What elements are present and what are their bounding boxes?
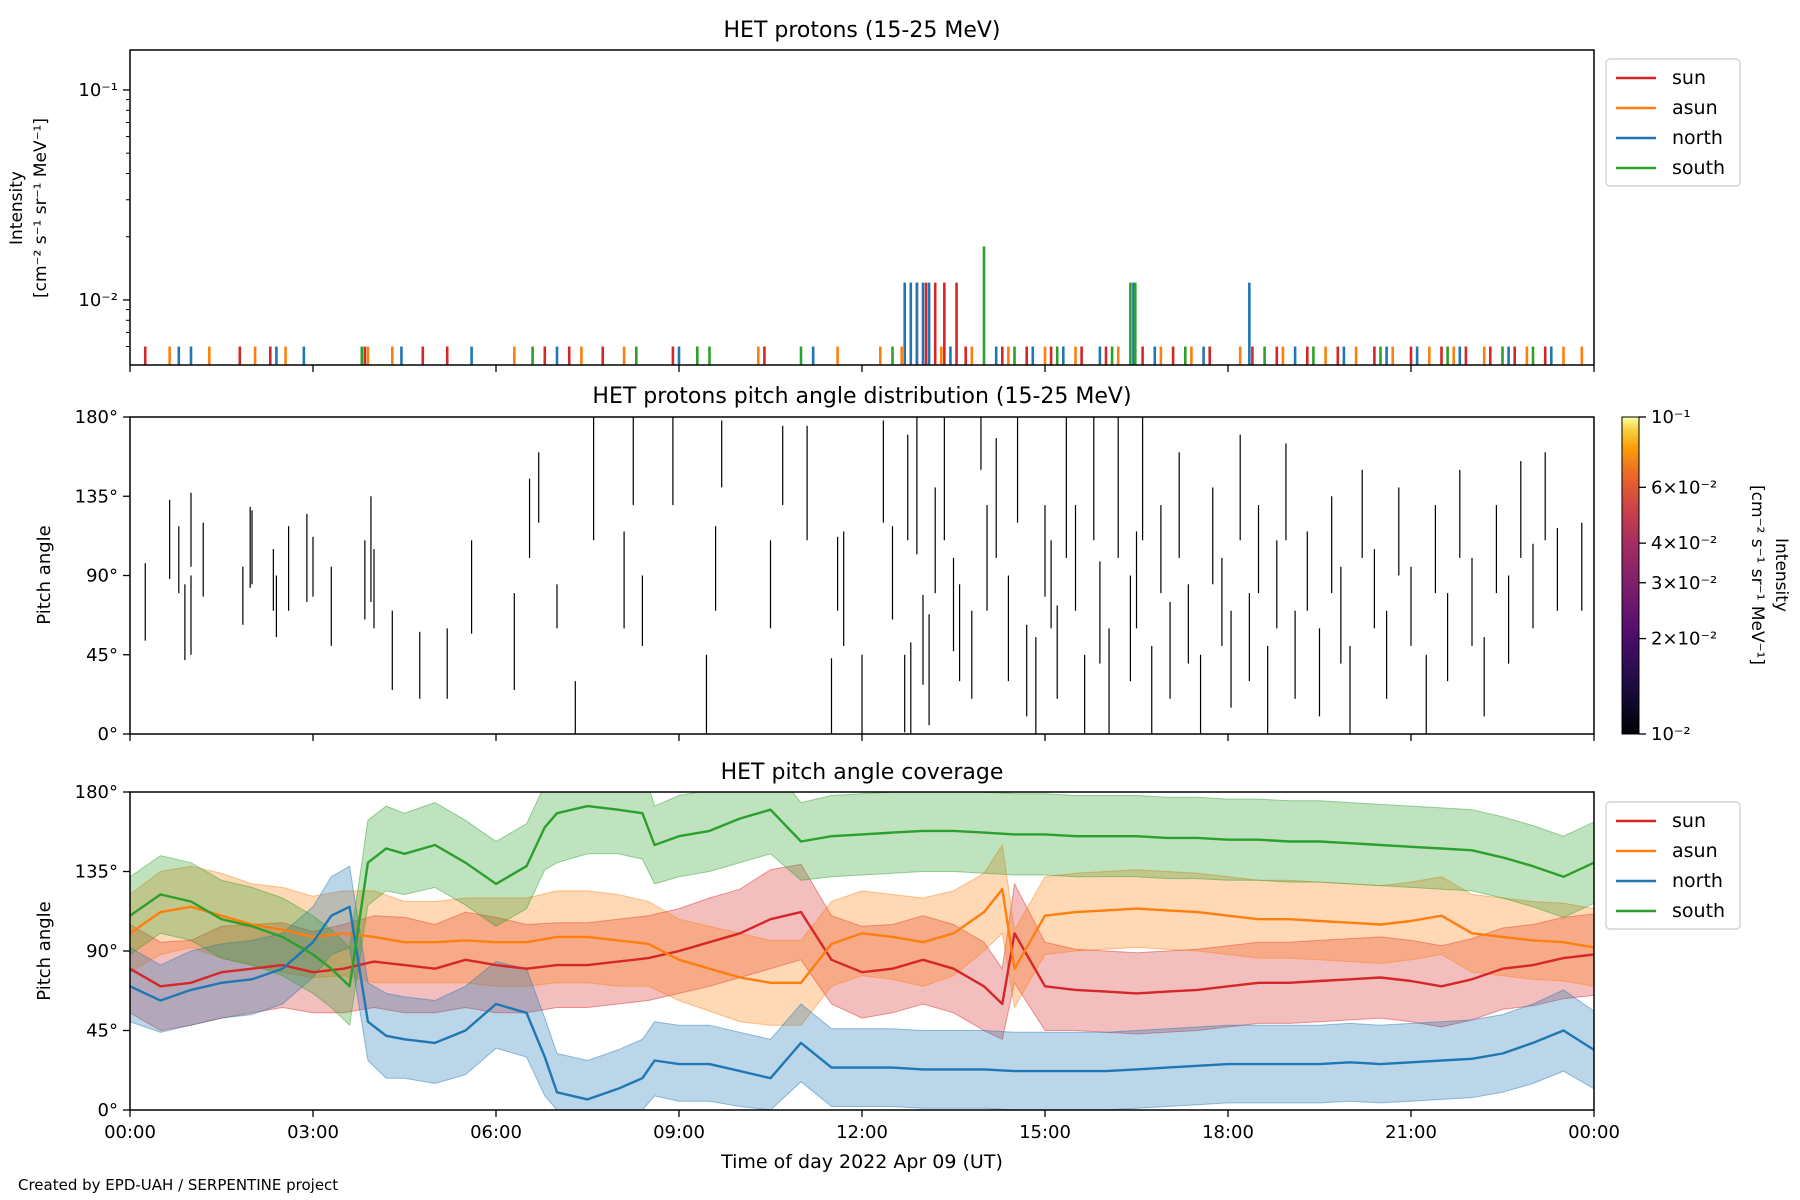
legend-label-south: south [1672, 900, 1725, 922]
coverage-xlabel: Time of day 2022 Apr 09 (UT) [720, 1151, 1003, 1173]
series-north [177, 282, 1553, 365]
series-sun [143, 282, 1547, 365]
coverage-title: HET pitch angle coverage [721, 760, 1004, 785]
y-tick-label: 180° [75, 782, 118, 803]
x-tick-label: 00:00 [104, 1122, 156, 1143]
legend-box [1605, 58, 1741, 187]
coverage-bands [130, 792, 1594, 1110]
colorbar [1621, 416, 1640, 735]
pad-ylabel: Pitch angle [34, 525, 55, 624]
x-tick-label: 15:00 [1019, 1122, 1071, 1143]
pad-xticks [129, 734, 1595, 741]
pad-marks [144, 417, 1583, 734]
intensity-yticks: 10⁻² 10⁻¹ [78, 80, 130, 348]
coverage-yticks: 0° 45° 90° 135° 180° [75, 782, 130, 1121]
series-asun [168, 346, 1584, 365]
north-line [130, 905, 1594, 1101]
x-tick-label: 03:00 [287, 1122, 339, 1143]
south-band [130, 792, 1594, 1027]
pad-title: HET protons pitch angle distribution (15… [592, 384, 1131, 409]
intensity-axes-frame [129, 49, 1595, 366]
x-tick-label: 09:00 [653, 1122, 705, 1143]
y-tick-label: 135° [75, 862, 118, 883]
y-tick-label: 135° [75, 486, 118, 507]
intensity-ylabel-line2: [cm⁻² s⁻¹ sr⁻¹ MeV⁻¹] [31, 118, 51, 298]
legend-label-sun: sun [1672, 810, 1706, 832]
coverage-ylabel: Pitch angle [34, 901, 55, 1000]
colorbar-tick-label: 6×10⁻² [1651, 477, 1717, 498]
colorbar-tick-label: 2×10⁻² [1651, 629, 1717, 650]
y-tick-label: 10⁻¹ [78, 80, 118, 101]
colorbar-tick-label: 10⁻² [1651, 724, 1691, 745]
intensity-ylabel-line1: Intensity [7, 171, 27, 245]
intensity-marks [143, 246, 1584, 365]
asun-line [130, 888, 1594, 984]
x-tick-label: 18:00 [1202, 1122, 1254, 1143]
intensity-panel: HET protons (15-25 MeV) 10⁻² 10⁻¹ Intensi… [7, 18, 1741, 372]
asun-band [130, 843, 1594, 1026]
y-tick-label: 45° [86, 1021, 118, 1042]
colorbar-label-line2: [cm⁻² s⁻¹ sr⁻¹ MeV⁻¹] [1747, 485, 1767, 665]
coverage-lines [130, 804, 1594, 1101]
south-line [130, 804, 1594, 988]
coverage-xticks: 00:00 03:00 06:00 09:00 12:00 15:00 18:00 21:00… [104, 1110, 1620, 1143]
pad-yticks: 0° 45° 90° 135° 180° [75, 407, 130, 745]
footer-credit: Created by EPD-UAH / SERPENTINE project [18, 1176, 338, 1194]
colorbar-tick-label: 10⁻¹ [1651, 407, 1691, 428]
north-band [130, 865, 1594, 1110]
legend-label-asun: asun [1672, 840, 1718, 862]
x-tick-label: 21:00 [1385, 1122, 1437, 1143]
y-tick-label: 90° [86, 941, 118, 962]
x-tick-label: 06:00 [470, 1122, 522, 1143]
y-tick-label: 45° [86, 645, 118, 666]
y-tick-label: 180° [75, 407, 118, 428]
y-tick-label: 0° [98, 1100, 118, 1121]
y-tick-label: 0° [98, 724, 118, 745]
intensity-legend: sun asun north south [1605, 58, 1741, 187]
sun-band [130, 863, 1594, 1041]
colorbar-ticks: 10⁻² 2×10⁻² 3×10⁻² 4×10⁻² 6×10⁻² 10⁻¹ [1639, 407, 1717, 745]
legend-label-asun: asun [1672, 97, 1718, 119]
y-tick-label: 90° [86, 566, 118, 587]
intensity-title: HET protons (15-25 MeV) [724, 18, 1001, 43]
coverage-panel: HET pitch angle coverage 0° 45° 90° 135° 180… [34, 760, 1741, 1173]
x-tick-label: 12:00 [836, 1122, 888, 1143]
legend-label-sun: sun [1672, 67, 1706, 89]
sun-line [130, 910, 1594, 1006]
legend-label-north: north [1672, 127, 1723, 149]
legend-box [1605, 801, 1741, 930]
series-south [360, 246, 1535, 365]
x-tick-label: 00:00 [1568, 1122, 1620, 1143]
colorbar-tick-label: 3×10⁻² [1651, 573, 1717, 594]
colorbar-label-line1: Intensity [1771, 538, 1791, 612]
colorbar-tick-label: 4×10⁻² [1651, 533, 1717, 554]
y-tick-label: 10⁻² [78, 290, 118, 311]
legend-label-north: north [1672, 870, 1723, 892]
intensity-xticks [129, 365, 1595, 372]
pad-panel: HET protons pitch angle distribution (15… [34, 384, 1791, 745]
coverage-legend: sun asun north south [1605, 801, 1741, 930]
legend-label-south: south [1672, 157, 1725, 179]
